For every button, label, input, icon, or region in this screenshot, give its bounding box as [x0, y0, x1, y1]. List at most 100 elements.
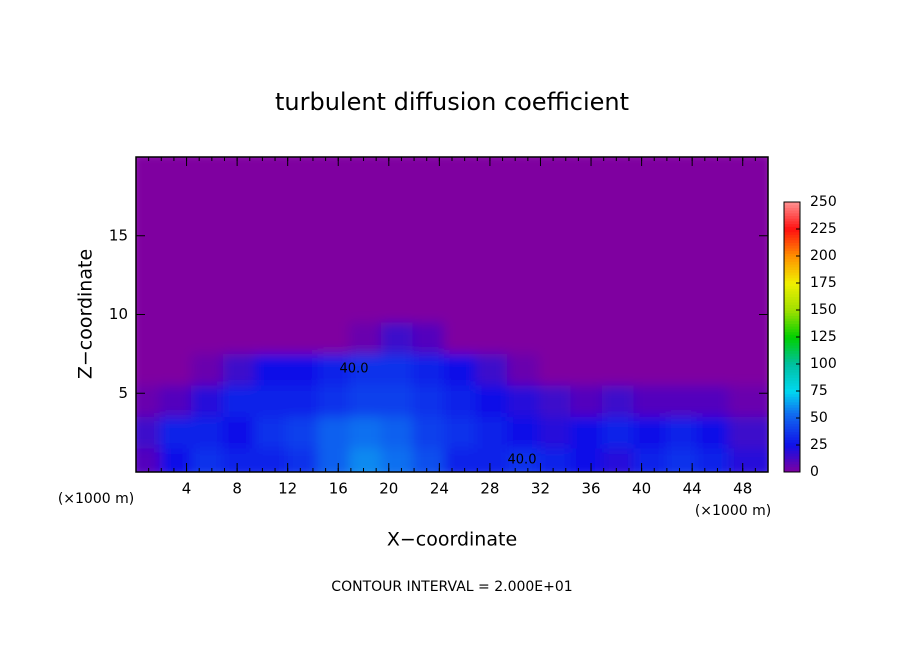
- colorbar-swatch: [784, 237, 800, 241]
- colorbar-swatch: [784, 264, 800, 268]
- colorbar-swatch: [784, 234, 800, 238]
- colorbar-tick-label: 175: [810, 275, 837, 291]
- colorbar-swatch: [784, 345, 800, 349]
- contour-label: 40.0: [508, 453, 537, 468]
- colorbar-swatch: [784, 350, 800, 354]
- colorbar-swatch: [784, 331, 800, 335]
- colorbar-swatch: [784, 299, 800, 303]
- colorbar-tick-label: 100: [810, 356, 837, 372]
- colorbar-swatch: [784, 401, 800, 405]
- colorbar-swatch: [784, 420, 800, 424]
- colorbar-swatch: [784, 434, 800, 438]
- colorbar-swatch: [784, 334, 800, 338]
- colorbar-swatch: [784, 412, 800, 416]
- colorbar-swatch: [784, 288, 800, 292]
- colorbar-swatch: [784, 274, 800, 279]
- colorbar-swatch: [784, 242, 800, 246]
- colorbar-swatch: [784, 261, 800, 265]
- colorbar-swatch: [784, 256, 800, 260]
- colorbar-swatch: [784, 253, 800, 257]
- x-tick-label: 32: [531, 480, 550, 498]
- colorbar-swatch: [784, 315, 800, 319]
- colorbar-swatch: [784, 226, 800, 230]
- colorbar-swatch: [784, 310, 800, 314]
- colorbar-swatch: [784, 366, 800, 370]
- contour-label: 40.0: [340, 362, 369, 377]
- x-tick-label: 12: [278, 480, 297, 498]
- colorbar-swatch: [784, 428, 800, 432]
- colorbar-swatch: [784, 447, 800, 451]
- chart-title: turbulent diffusion coefficient: [275, 88, 629, 116]
- colorbar-swatch: [784, 361, 800, 365]
- colorbar-tick-label: 200: [810, 248, 837, 264]
- colorbar-swatch: [784, 223, 800, 227]
- colorbar-swatch: [784, 272, 800, 276]
- x-tick-label: 44: [683, 480, 702, 498]
- x-tick-label: 28: [480, 480, 499, 498]
- colorbar-swatch: [784, 355, 800, 360]
- colorbar-swatch: [784, 210, 800, 214]
- colorbar-swatch: [784, 347, 800, 351]
- y-tick-label: 5: [118, 384, 128, 402]
- cells: [136, 157, 768, 472]
- colorbar-swatch: [784, 426, 800, 430]
- colorbar-swatch: [784, 204, 800, 208]
- colorbar-swatch: [784, 388, 800, 392]
- colorbar-swatch: [784, 326, 800, 330]
- colorbar-tick-label: 75: [810, 383, 828, 399]
- colorbar-swatch: [784, 323, 800, 327]
- colorbar-swatch: [784, 291, 800, 295]
- colorbar-swatch: [784, 396, 800, 400]
- colorbar-swatch: [784, 369, 800, 373]
- x-tick-label: 40: [632, 480, 651, 498]
- colorbar-swatch: [784, 358, 800, 362]
- colorbar-swatch: [784, 436, 800, 441]
- colorbar-swatch: [784, 377, 800, 381]
- colorbar-swatch: [784, 207, 800, 211]
- colorbar-swatch: [784, 339, 800, 343]
- colorbar-swatch: [784, 218, 800, 222]
- x-tick-label: 8: [232, 480, 242, 498]
- colorbar-swatch: [784, 380, 800, 384]
- colorbar-swatch: [784, 328, 800, 333]
- colorbar-tick-label: 50: [810, 410, 828, 426]
- colorbar-swatch: [784, 431, 800, 435]
- colorbar-swatch: [784, 229, 800, 233]
- overlay: 4 8 12 16 20 24 28 32 36 40 44 485101540.040.002550…: [109, 156, 837, 498]
- colorbar-swatch: [784, 277, 800, 281]
- colorbar-tick-label: 225: [810, 221, 837, 237]
- colorbar-tick-label: 0: [810, 464, 819, 480]
- colorbar-tick-label: 125: [810, 329, 837, 345]
- colorbar-swatch: [784, 353, 800, 357]
- x-tick-label: 48: [733, 480, 752, 498]
- colorbar-swatch: [784, 258, 800, 262]
- colorbar-swatch: [784, 301, 800, 306]
- colorbar-swatch: [784, 418, 800, 422]
- colorbar-swatch: [784, 442, 800, 446]
- colorbar-swatch: [784, 391, 800, 395]
- colorbar-swatch: [784, 266, 800, 270]
- colorbar-swatch: [784, 318, 800, 322]
- colorbar-swatch: [784, 455, 800, 459]
- x-tick-label: 4: [182, 480, 192, 498]
- x-tick-label: 20: [379, 480, 398, 498]
- colorbar-swatch: [784, 445, 800, 449]
- colorbar-swatch: [784, 296, 800, 300]
- colorbar-swatch: [784, 250, 800, 254]
- colorbar-swatch: [784, 439, 800, 443]
- x-axis-label: X−coordinate: [387, 529, 517, 551]
- colorbar-swatch: [784, 415, 800, 419]
- field: [136, 157, 768, 472]
- colorbar-swatch: [784, 374, 800, 378]
- colorbar-swatch: [784, 342, 800, 346]
- x-tick-label: 36: [581, 480, 600, 498]
- colorbar-tick-label: 25: [810, 437, 828, 453]
- colorbar-swatch: [784, 337, 800, 341]
- colorbar-swatch: [784, 453, 800, 457]
- colorbar-swatch: [784, 283, 800, 287]
- colorbar-swatch: [784, 247, 800, 252]
- colorbar-swatch: [784, 461, 800, 465]
- x-unit-label: (×1000 m): [695, 503, 771, 519]
- colorbar-swatch: [784, 458, 800, 462]
